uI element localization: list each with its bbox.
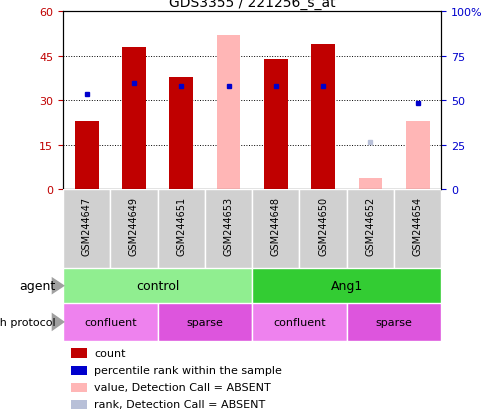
- Bar: [157, 304, 252, 341]
- Text: rank, Detection Call = ABSENT: rank, Detection Call = ABSENT: [94, 399, 265, 409]
- Bar: [71, 366, 87, 375]
- Polygon shape: [52, 313, 65, 331]
- Text: GSM244653: GSM244653: [223, 196, 233, 255]
- Bar: [346, 190, 393, 268]
- Bar: [71, 400, 87, 409]
- Text: count: count: [94, 349, 125, 358]
- Bar: [71, 383, 87, 392]
- Bar: [204, 190, 252, 268]
- Text: GSM244650: GSM244650: [318, 196, 328, 255]
- Text: GSM244651: GSM244651: [176, 196, 186, 255]
- Text: GSM244648: GSM244648: [270, 196, 280, 255]
- Bar: [252, 268, 440, 304]
- Bar: [252, 304, 346, 341]
- Bar: [405, 122, 429, 190]
- Polygon shape: [52, 277, 65, 295]
- Bar: [63, 304, 157, 341]
- Bar: [169, 78, 193, 190]
- Bar: [75, 122, 98, 190]
- Bar: [216, 36, 240, 190]
- Bar: [71, 349, 87, 358]
- Text: sparse: sparse: [375, 317, 412, 327]
- Text: GSM244654: GSM244654: [412, 196, 422, 255]
- Text: control: control: [136, 280, 179, 292]
- Bar: [263, 60, 287, 190]
- Bar: [393, 190, 440, 268]
- Title: GDS3355 / 221256_s_at: GDS3355 / 221256_s_at: [168, 0, 335, 10]
- Bar: [122, 48, 146, 190]
- Bar: [63, 268, 252, 304]
- Bar: [252, 190, 299, 268]
- Text: confluent: confluent: [272, 317, 325, 327]
- Bar: [157, 190, 204, 268]
- Text: agent: agent: [19, 280, 55, 292]
- Text: GSM244652: GSM244652: [364, 196, 375, 255]
- Text: confluent: confluent: [84, 317, 136, 327]
- Text: percentile rank within the sample: percentile rank within the sample: [94, 366, 282, 375]
- Bar: [63, 190, 110, 268]
- Bar: [311, 45, 334, 190]
- Bar: [299, 190, 346, 268]
- Text: sparse: sparse: [186, 317, 223, 327]
- Text: Ang1: Ang1: [330, 280, 362, 292]
- Bar: [358, 178, 381, 190]
- Text: value, Detection Call = ABSENT: value, Detection Call = ABSENT: [94, 382, 271, 392]
- Bar: [110, 190, 157, 268]
- Text: growth protocol: growth protocol: [0, 317, 55, 327]
- Text: GSM244647: GSM244647: [81, 196, 91, 255]
- Text: GSM244649: GSM244649: [129, 196, 139, 255]
- Bar: [346, 304, 440, 341]
